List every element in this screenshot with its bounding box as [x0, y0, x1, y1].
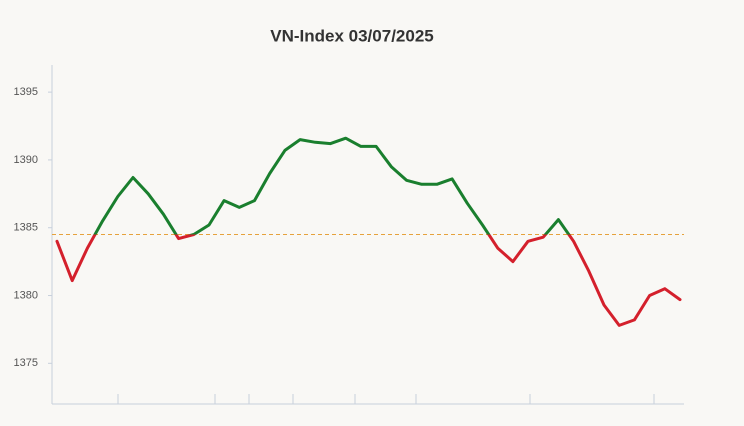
y-tick-label: 1395: [14, 86, 38, 98]
y-tick-label: 1380: [14, 289, 38, 301]
y-tick-label: 1385: [14, 222, 38, 234]
line-down: [55, 234, 682, 327]
chart-title: VN-Index 03/07/2025: [270, 26, 433, 45]
y-tick-label: 1375: [14, 357, 38, 369]
y-tick-label: 1390: [14, 154, 38, 166]
line-up: [93, 136, 571, 235]
